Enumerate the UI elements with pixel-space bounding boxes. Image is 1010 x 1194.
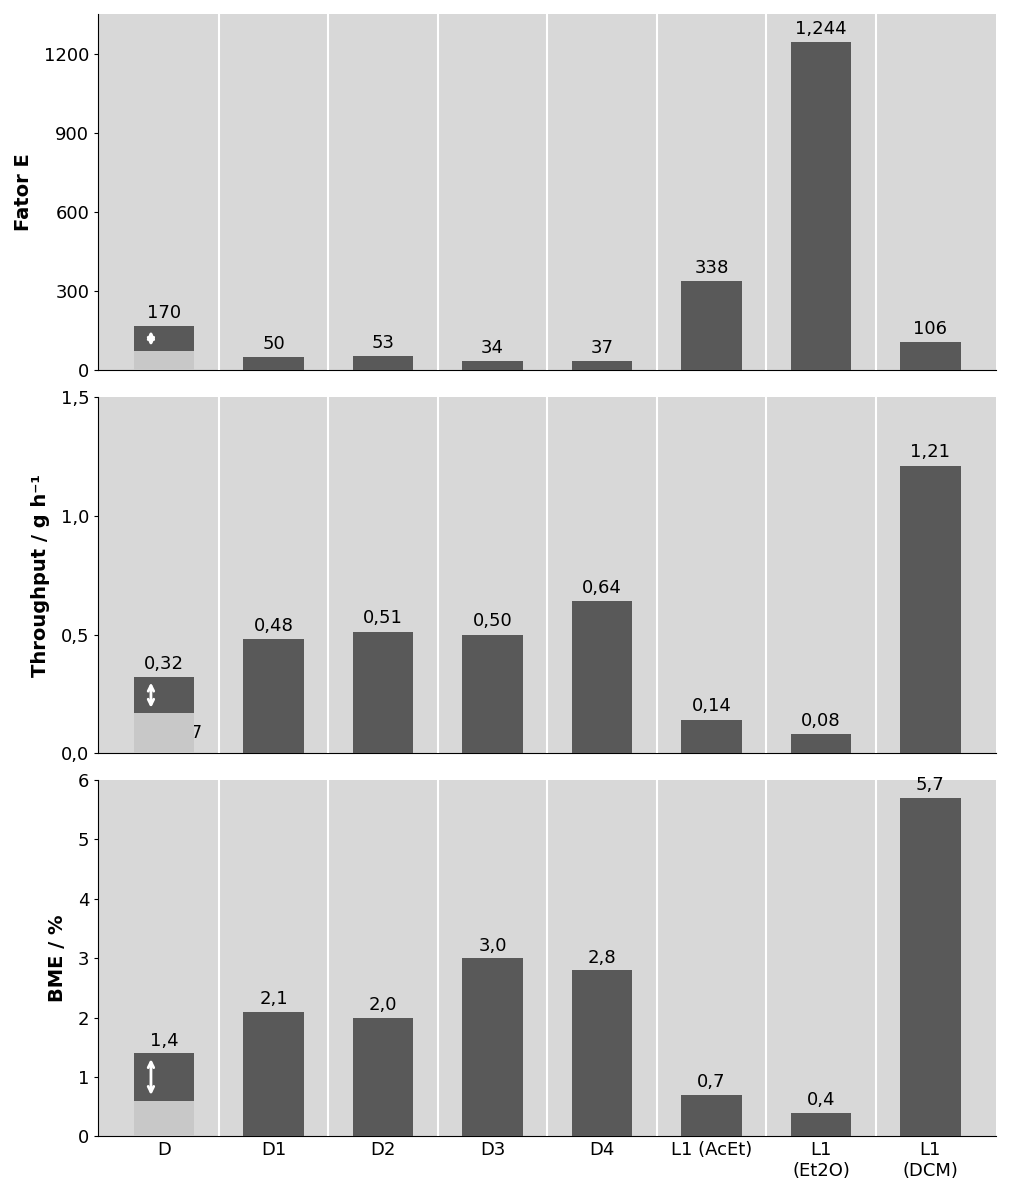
Bar bbox=[791, 734, 851, 753]
Bar bbox=[134, 351, 194, 370]
Text: 0,51: 0,51 bbox=[364, 609, 403, 628]
Bar bbox=[572, 970, 632, 1137]
Bar bbox=[352, 356, 413, 370]
Bar bbox=[791, 1113, 851, 1137]
Bar bbox=[900, 343, 961, 370]
Text: 3,0: 3,0 bbox=[479, 936, 507, 955]
Bar bbox=[682, 720, 741, 753]
Text: 338: 338 bbox=[694, 259, 728, 277]
Text: 0,17: 0,17 bbox=[167, 725, 203, 743]
Bar bbox=[352, 632, 413, 753]
Bar bbox=[900, 798, 961, 1137]
Bar bbox=[900, 466, 961, 753]
Bar bbox=[463, 362, 522, 370]
Text: 0,64: 0,64 bbox=[582, 579, 622, 597]
Text: 2,0: 2,0 bbox=[369, 996, 397, 1014]
Bar bbox=[134, 1101, 194, 1137]
Text: 2,8: 2,8 bbox=[588, 948, 616, 966]
Bar bbox=[243, 1011, 304, 1137]
Bar bbox=[352, 1017, 413, 1137]
Text: 1,4: 1,4 bbox=[149, 1032, 179, 1050]
Text: 0,4: 0,4 bbox=[807, 1091, 835, 1109]
Y-axis label: Fator E: Fator E bbox=[14, 153, 33, 230]
Y-axis label: BME / %: BME / % bbox=[47, 915, 67, 1002]
Text: 0,08: 0,08 bbox=[801, 712, 840, 730]
Bar bbox=[463, 634, 522, 753]
Bar bbox=[572, 602, 632, 753]
Text: 74: 74 bbox=[167, 351, 189, 370]
Text: 106: 106 bbox=[913, 320, 947, 338]
Bar bbox=[134, 677, 194, 753]
Text: 1,244: 1,244 bbox=[795, 20, 846, 38]
Text: 2,1: 2,1 bbox=[260, 990, 288, 1008]
Text: 0,32: 0,32 bbox=[144, 654, 184, 672]
Text: 1,21: 1,21 bbox=[910, 443, 950, 461]
Text: 0,50: 0,50 bbox=[473, 611, 512, 629]
Text: 170: 170 bbox=[147, 303, 181, 321]
Bar bbox=[463, 959, 522, 1137]
Text: 53: 53 bbox=[372, 334, 395, 352]
Text: 34: 34 bbox=[481, 339, 504, 357]
Bar bbox=[791, 42, 851, 370]
Text: 0,6: 0,6 bbox=[167, 1109, 193, 1127]
Text: 37: 37 bbox=[591, 339, 613, 357]
Bar bbox=[134, 1053, 194, 1137]
Bar bbox=[243, 639, 304, 753]
Text: 5,7: 5,7 bbox=[916, 776, 944, 794]
Bar bbox=[682, 1095, 741, 1137]
Y-axis label: Throughput / g h⁻¹: Throughput / g h⁻¹ bbox=[30, 474, 49, 677]
Text: 0,7: 0,7 bbox=[697, 1073, 726, 1091]
Bar bbox=[682, 281, 741, 370]
Bar bbox=[134, 326, 194, 370]
Bar bbox=[572, 361, 632, 370]
Bar bbox=[134, 713, 194, 753]
Text: 0,48: 0,48 bbox=[254, 616, 294, 634]
Text: 0,14: 0,14 bbox=[692, 697, 731, 715]
Text: 50: 50 bbox=[263, 336, 285, 353]
Bar bbox=[243, 357, 304, 370]
